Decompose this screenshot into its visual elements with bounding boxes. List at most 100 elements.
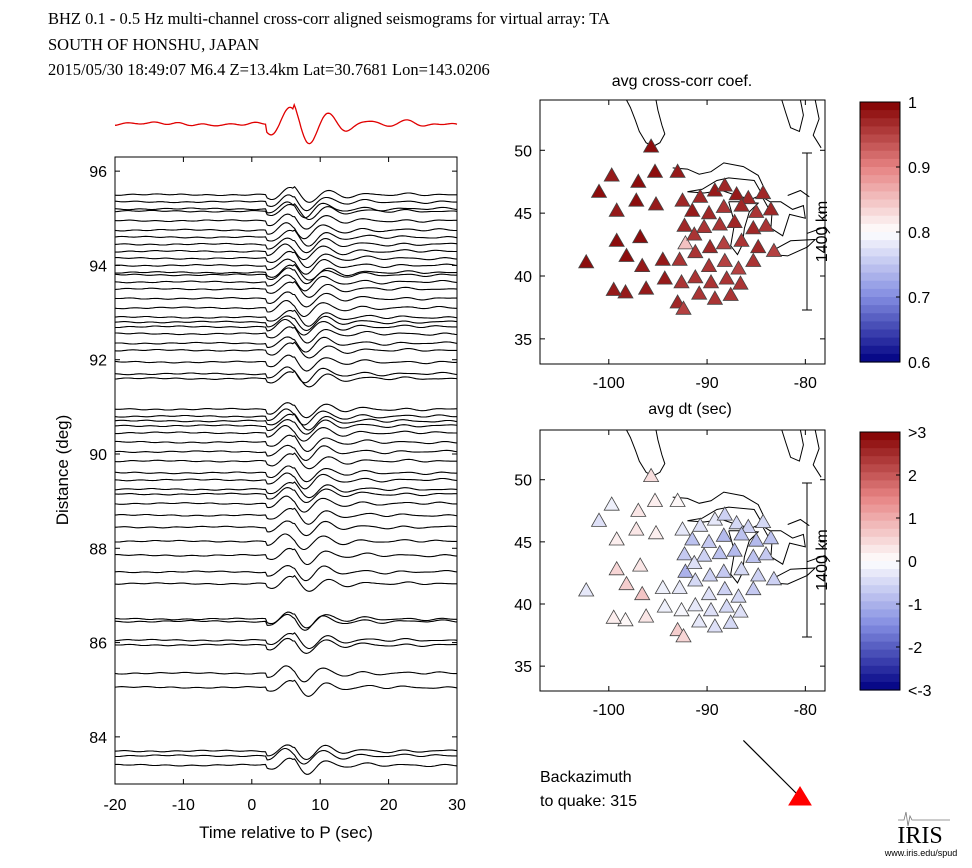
station-triangle xyxy=(673,273,690,289)
seismogram-trace xyxy=(115,326,458,344)
coastline-segment xyxy=(807,554,831,563)
y-tick-label: 90 xyxy=(89,447,107,464)
colorbar-segment xyxy=(860,472,900,481)
colorbar-tick-label: <-3 xyxy=(908,683,932,700)
seismogram-trace xyxy=(114,186,457,203)
colorbar-segment xyxy=(860,345,900,355)
colorbar-segment xyxy=(860,665,900,675)
seismogram-trace xyxy=(114,194,457,212)
backazimuth-label-1: Backazimuth xyxy=(540,769,632,786)
colorbar-segment xyxy=(860,305,900,314)
station-triangle xyxy=(692,517,709,532)
station-triangle xyxy=(634,257,651,273)
colorbar-segment xyxy=(860,272,900,282)
colorbar-segment xyxy=(860,512,900,522)
station-triangle xyxy=(578,253,595,269)
station-triangle xyxy=(745,219,762,235)
seismogram-trace xyxy=(115,243,457,261)
colorbar-segment xyxy=(860,456,900,465)
colorbar-segment xyxy=(860,248,900,257)
colorbar-segment xyxy=(860,536,900,546)
station-triangle xyxy=(740,189,757,205)
station-triangle xyxy=(603,167,620,182)
colorbar-segment xyxy=(860,321,900,331)
colorbar-segment xyxy=(860,544,900,554)
colorbar-segment xyxy=(860,585,900,594)
seismogram-trace xyxy=(114,366,458,384)
coastline-segment xyxy=(787,189,810,198)
colorbar-segment xyxy=(860,264,900,274)
y-tick-label: 94 xyxy=(89,258,107,275)
station-triangle xyxy=(676,217,693,232)
station-triangle xyxy=(757,545,775,561)
header-line-2: SOUTH OF HONSHU, JAPAN xyxy=(48,35,259,54)
seismogram-trace xyxy=(115,520,458,537)
colorbar-segment xyxy=(860,126,900,136)
map2-title: avg dt (sec) xyxy=(648,401,732,418)
colorbar-segment xyxy=(860,313,900,322)
map1-ticks: -100 -90 -80 35 40 45 50 xyxy=(514,100,825,392)
colorbar-segment xyxy=(860,223,900,233)
colorbar-segment xyxy=(860,158,900,168)
x-tick-label: 10 xyxy=(311,797,329,814)
station-triangle xyxy=(675,300,692,315)
coastline-segment xyxy=(787,518,810,527)
map2-scale-bar: 1400 km xyxy=(802,482,831,638)
seismogram-trace xyxy=(114,315,458,332)
seismogram-trace xyxy=(114,632,458,650)
station-triangle xyxy=(700,257,718,273)
station-triangle xyxy=(733,560,750,576)
colorbar-segment xyxy=(860,464,900,473)
colorbar-segment xyxy=(860,609,900,619)
seismogram-trace xyxy=(114,222,457,240)
station-triangle xyxy=(716,506,733,521)
station-triangle xyxy=(686,554,703,569)
station-triangle xyxy=(642,138,660,153)
station-triangle xyxy=(745,548,762,563)
station-triangle xyxy=(691,613,708,628)
x-tick-label: 0 xyxy=(247,797,256,814)
seismogram-trace xyxy=(114,507,458,525)
station-triangle xyxy=(603,496,620,511)
backazimuth-label-2: to quake: 315 xyxy=(540,793,637,810)
colorbar-segment xyxy=(860,561,900,570)
station-triangle xyxy=(628,192,645,207)
backazimuth-arrow xyxy=(742,739,812,806)
station-triangle xyxy=(750,567,767,582)
seismogram-trace xyxy=(114,237,458,254)
x-tick-label: -10 xyxy=(172,797,195,814)
station-triangle xyxy=(646,163,664,178)
station-triangle xyxy=(691,285,708,300)
map-y-tick-label: 50 xyxy=(514,143,532,160)
colorbar-segment xyxy=(860,440,900,449)
station-triangle xyxy=(605,609,622,624)
station-triangle xyxy=(706,618,724,633)
seismogram-trace xyxy=(114,201,458,219)
seismogram-trace xyxy=(114,402,457,419)
station-triangle xyxy=(711,216,728,231)
colorbar-dt: >3 2 1 0 -1 -2 <-3 xyxy=(859,425,932,700)
station-triangle xyxy=(726,542,743,557)
seismogram-y-label: Distance (deg) xyxy=(53,415,72,526)
station-triangle xyxy=(762,201,780,216)
colorbar-tick-label: -1 xyxy=(908,597,922,614)
stack-trace-line xyxy=(114,102,458,145)
station-triangle xyxy=(608,232,625,247)
colorbar-segment xyxy=(860,150,900,160)
seismogram-trace xyxy=(114,465,458,483)
station-triangle xyxy=(647,524,665,540)
station-triangle xyxy=(642,467,660,483)
station-triangle xyxy=(715,198,732,213)
station-triangle xyxy=(754,513,772,528)
station-triangle xyxy=(730,588,747,603)
station-triangle xyxy=(646,492,664,507)
station-triangle xyxy=(637,280,655,295)
colorbar-segment xyxy=(860,134,900,144)
seismogram-trace xyxy=(114,341,457,359)
colorbar-tick-label: 0 xyxy=(908,554,917,571)
coastline-segment xyxy=(672,162,765,195)
colorbar-segment xyxy=(860,353,900,363)
coastline-segment xyxy=(807,226,831,234)
seismogram-trace xyxy=(114,413,458,431)
station-triangle xyxy=(686,226,703,241)
